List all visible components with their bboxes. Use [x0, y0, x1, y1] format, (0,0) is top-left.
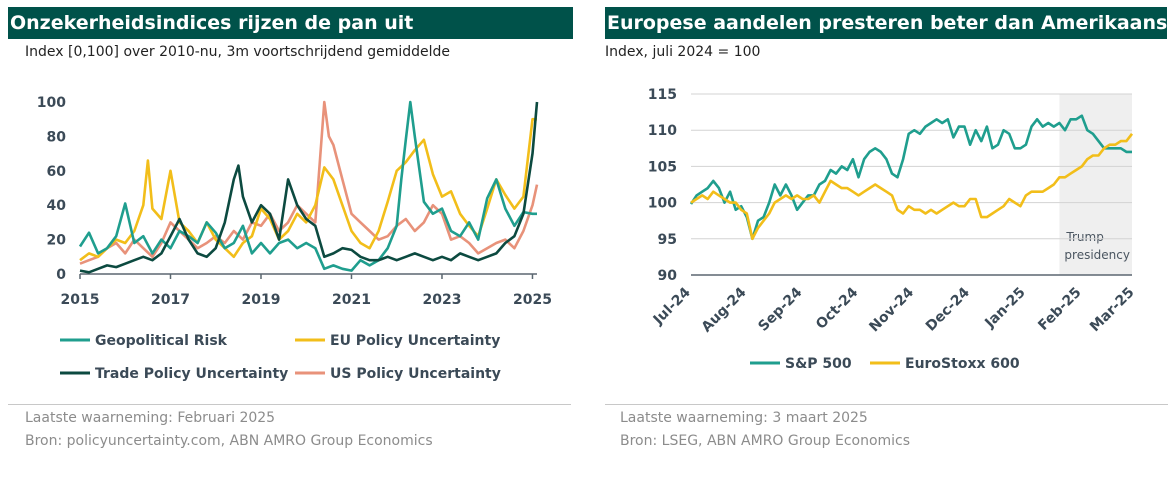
series-line-s-p-500: [689, 114, 1132, 241]
series-line-eu-policy-uncertainty: [79, 117, 537, 262]
left-chart-title: Onzekerheidsindices rijzen de pan uit: [8, 7, 573, 39]
legend-label-geopolitical-risk: Geopolitical Risk: [95, 333, 228, 349]
y-tick-label: 20: [47, 233, 67, 249]
x-tick-label: Dec-24: [923, 284, 973, 334]
right-separator: [605, 404, 1168, 405]
right-footer-observation: Laatste waarneming: 3 maart 2025: [620, 410, 868, 426]
x-tick-label: 2017: [151, 292, 190, 308]
x-tick-label: 2025: [513, 292, 552, 308]
y-tick-label: 105: [648, 159, 677, 175]
x-tick-label: 2015: [61, 292, 100, 308]
y-tick-label: 60: [47, 164, 67, 180]
legend-label-eurostoxx-600: EuroStoxx 600: [905, 356, 1020, 372]
y-tick-label: 115: [648, 87, 677, 103]
x-tick-label: Sep-24: [755, 284, 805, 334]
right-footer-source: Bron: LSEG, ABN AMRO Group Economics: [620, 433, 911, 449]
series-line-geopolitical-risk: [78, 100, 537, 272]
left-footer-source: Bron: policyuncertainty.com, ABN AMRO Gr…: [25, 433, 433, 449]
x-tick-label: Nov-24: [866, 284, 917, 335]
series-line-us-policy-uncertainty: [79, 100, 539, 265]
y-tick-label: 110: [648, 123, 677, 139]
y-tick-label: 80: [47, 129, 67, 145]
uncertainty-chart: 0 20 40 60 80 100 2015 2017 2019 2021 2023 2025 Geop…: [37, 95, 552, 382]
left-footer-observation: Laatste waarneming: Februari 2025: [25, 410, 276, 426]
x-tick-label: 2023: [422, 292, 461, 308]
left-chart-subtitle: Index [0,100] over 2010-nu, 3m voortschr…: [25, 44, 451, 60]
y-tick-label: 100: [37, 95, 66, 111]
x-tick-label: Aug-24: [699, 284, 750, 335]
legend-label-s-p-500: S&P 500: [785, 356, 852, 372]
left-separator: [8, 404, 571, 405]
y-tick-label: 95: [658, 232, 677, 248]
right-chart-title: Europese aandelen presteren beter dan Am…: [605, 7, 1167, 39]
x-tick-label: Oct-24: [813, 284, 861, 332]
x-tick-label: 2019: [242, 292, 281, 308]
series-line-eurostoxx-600: [690, 133, 1134, 241]
x-tick-label: 2021: [332, 292, 371, 308]
x-tick-label: Mar-25: [1087, 285, 1138, 336]
x-tick-label: Jul-24: [650, 284, 694, 328]
right-chart-panel: Europese aandelen presteren beter dan Am…: [600, 0, 1175, 477]
x-tick-label: Jan-25: [981, 285, 1028, 332]
legend-label-eu-policy-uncertainty: EU Policy Uncertainty: [330, 333, 500, 349]
shaded-region: [1059, 94, 1132, 275]
y-tick-label: 40: [47, 198, 67, 214]
left-chart-panel: Onzekerheidsindices rijzen de pan uit In…: [0, 0, 580, 477]
y-tick-label: 0: [56, 267, 66, 283]
y-tick-label: 90: [658, 268, 678, 284]
y-tick-label: 100: [648, 196, 677, 212]
annotation-line-2: presidency: [1064, 248, 1130, 262]
stocks-chart: Trump presidency 90 95 100 105 110 115 Jul-24 Aug…: [648, 87, 1138, 372]
series-line-trade-policy-uncertainty: [79, 101, 539, 274]
legend-label-trade-policy-uncertainty: Trade Policy Uncertainty: [95, 366, 288, 382]
right-chart-subtitle: Index, juli 2024 = 100: [605, 44, 761, 60]
annotation-line-1: Trump: [1065, 230, 1103, 244]
legend-label-us-policy-uncertainty: US Policy Uncertainty: [330, 366, 501, 382]
x-tick-label: Feb-25: [1035, 285, 1084, 334]
